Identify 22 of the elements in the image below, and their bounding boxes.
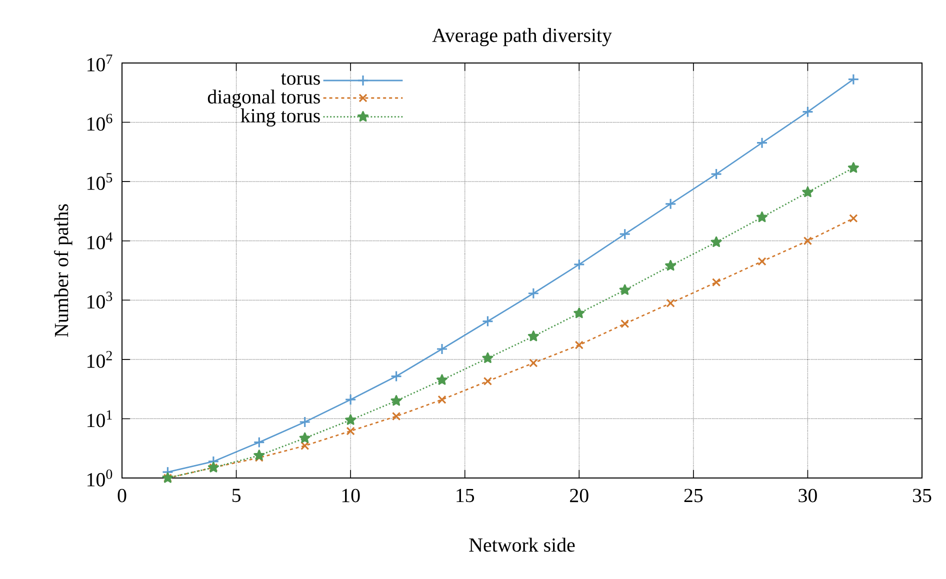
y-tick-label: 10$^{3}$ (88, 292, 112, 309)
x-tick-label: 35 (913, 488, 932, 502)
x-tick-label: 0 (118, 488, 126, 502)
y-axis-title: Number of paths (54, 204, 72, 337)
legend-label: torus (280, 73, 320, 85)
y-tick-label: 10$^{5}$ (88, 173, 112, 190)
x-tick-label: 5 (232, 488, 240, 502)
y-tick-label: 10$^{1}$ (88, 410, 112, 428)
x-tick-label: 30 (798, 488, 817, 502)
x-tick-label: 10 (342, 488, 360, 502)
x-tick-label: 25 (684, 488, 703, 502)
y-tick-label: 10$^{2}$ (88, 350, 112, 368)
x-tick-label: 20 (570, 488, 588, 502)
y-tick-label: 10$^{4}$ (88, 232, 112, 250)
legend-label: king torus (240, 108, 320, 127)
x-axis-title: Network side (469, 538, 575, 552)
chart-title: Average path diversity (432, 28, 612, 46)
x-tick-label: 15 (456, 488, 474, 502)
legend-label: diagonal torus (208, 90, 320, 108)
y-tick-label: 10$^{6}$ (88, 114, 112, 131)
y-tick-label: 10$^{7}$ (88, 54, 112, 72)
y-tick-label: 10$^{0}$ (88, 470, 112, 486)
